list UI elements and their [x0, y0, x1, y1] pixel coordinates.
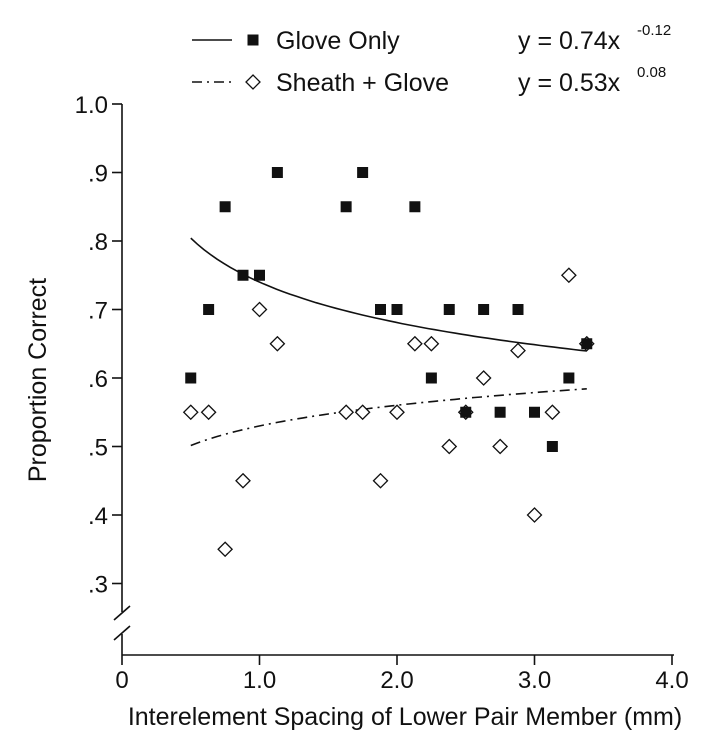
fit-equation: y = 0.53x	[518, 69, 621, 97]
x-tick-label: 3.0	[518, 667, 551, 694]
x-tick-label: 4.0	[655, 667, 688, 694]
y-tick-label: .4	[88, 503, 108, 530]
data-point	[341, 201, 352, 212]
y-ticks: .3 .4 .5 .6 .7 .8 .9 1.0	[75, 92, 122, 599]
data-point	[390, 405, 404, 419]
fit-equation-exponent: 0.08	[637, 64, 666, 81]
data-point	[238, 270, 249, 281]
data-point	[513, 304, 524, 315]
data-point	[426, 373, 437, 384]
data-point	[374, 474, 388, 488]
data-point	[203, 304, 214, 315]
data-point	[424, 337, 438, 351]
x-axis-title: Interelement Spacing of Lower Pair Membe…	[128, 703, 682, 731]
data-point	[392, 304, 403, 315]
data-point	[408, 337, 422, 351]
data-point	[254, 270, 265, 281]
y-tick-label: .9	[88, 161, 108, 188]
data-point	[236, 474, 250, 488]
legend: Glove Only y = 0.74x -0.12 Sheath + Glove y …	[192, 22, 671, 97]
data-points	[184, 167, 594, 556]
fit-curve	[191, 389, 587, 446]
y-tick-label: .7	[88, 298, 108, 325]
legend-label: Sheath + Glove	[276, 69, 449, 97]
y-tick-label: 1.0	[75, 92, 108, 119]
data-point	[442, 440, 456, 454]
data-point	[202, 405, 216, 419]
data-point	[339, 405, 353, 419]
data-point	[493, 440, 507, 454]
y-tick-label: .3	[88, 572, 108, 599]
fit-curve	[191, 238, 587, 351]
data-point	[478, 304, 489, 315]
data-point	[218, 542, 232, 556]
data-point	[545, 405, 559, 419]
legend-marker	[248, 35, 259, 46]
legend-marker	[246, 75, 260, 89]
x-tick-label: 2.0	[380, 667, 413, 694]
y-tick-label: .8	[88, 229, 108, 256]
data-point	[185, 373, 196, 384]
data-point	[220, 201, 231, 212]
data-point	[184, 405, 198, 419]
x-ticks: 0 1.0 2.0 3.0 4.0	[115, 655, 688, 694]
y-tick-label: .6	[88, 366, 108, 393]
data-point	[270, 337, 284, 351]
data-point	[562, 268, 576, 282]
series-points	[185, 167, 592, 452]
data-point	[477, 371, 491, 385]
fit-curves	[191, 238, 587, 445]
data-point	[528, 508, 542, 522]
data-point	[356, 405, 370, 419]
data-point	[409, 201, 420, 212]
axes	[114, 104, 674, 655]
data-point	[357, 167, 368, 178]
data-point	[495, 407, 506, 418]
data-point	[460, 407, 471, 418]
data-point	[444, 304, 455, 315]
data-point	[563, 373, 574, 384]
data-point	[547, 441, 558, 452]
y-tick-label: .5	[88, 435, 108, 462]
data-point	[272, 167, 283, 178]
data-point	[375, 304, 386, 315]
data-point	[581, 338, 592, 349]
fit-equation-exponent: -0.12	[637, 22, 671, 39]
data-point	[511, 344, 525, 358]
data-point	[529, 407, 540, 418]
y-axis-title: Proportion Correct	[24, 278, 52, 482]
fit-equation: y = 0.74x	[518, 27, 621, 55]
data-point	[253, 303, 267, 317]
legend-label: Glove Only	[276, 27, 400, 55]
x-tick-label: 0	[115, 667, 128, 694]
x-tick-label: 1.0	[243, 667, 276, 694]
